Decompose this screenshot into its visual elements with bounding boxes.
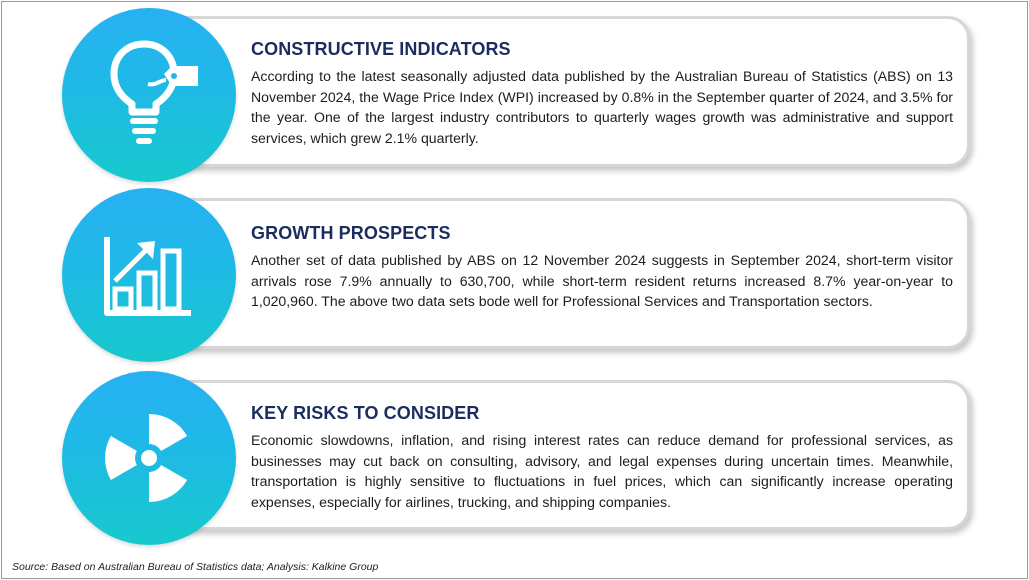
circle-badge-constructive-indicators bbox=[62, 8, 236, 182]
growth-bar-chart-icon bbox=[104, 237, 191, 316]
section-body: Another set of data published by ABS on … bbox=[251, 252, 953, 309]
radiation-hazard-icon bbox=[105, 414, 188, 502]
section-title: CONSTRUCTIVE INDICATORS bbox=[251, 39, 511, 59]
section-title: KEY RISKS TO CONSIDER bbox=[251, 403, 480, 423]
circle-badge-growth-prospects bbox=[62, 188, 236, 362]
card-key-risks: KEY RISKS TO CONSIDER Economic slowdowns… bbox=[130, 380, 970, 530]
section-title: GROWTH PROSPECTS bbox=[251, 223, 451, 243]
card-constructive-indicators: CONSTRUCTIVE INDICATORS According to the… bbox=[130, 16, 970, 167]
section-body: Economic slowdowns, inflation, and risin… bbox=[251, 432, 953, 510]
lightbulb-tag-icon bbox=[110, 40, 198, 144]
section-body: According to the latest seasonally adjus… bbox=[251, 68, 953, 146]
circle-badge-key-risks bbox=[62, 371, 236, 545]
source-note: Source: Based on Australian Bureau of St… bbox=[12, 561, 379, 573]
card-growth-prospects: GROWTH PROSPECTS Another set of data pub… bbox=[130, 198, 970, 349]
